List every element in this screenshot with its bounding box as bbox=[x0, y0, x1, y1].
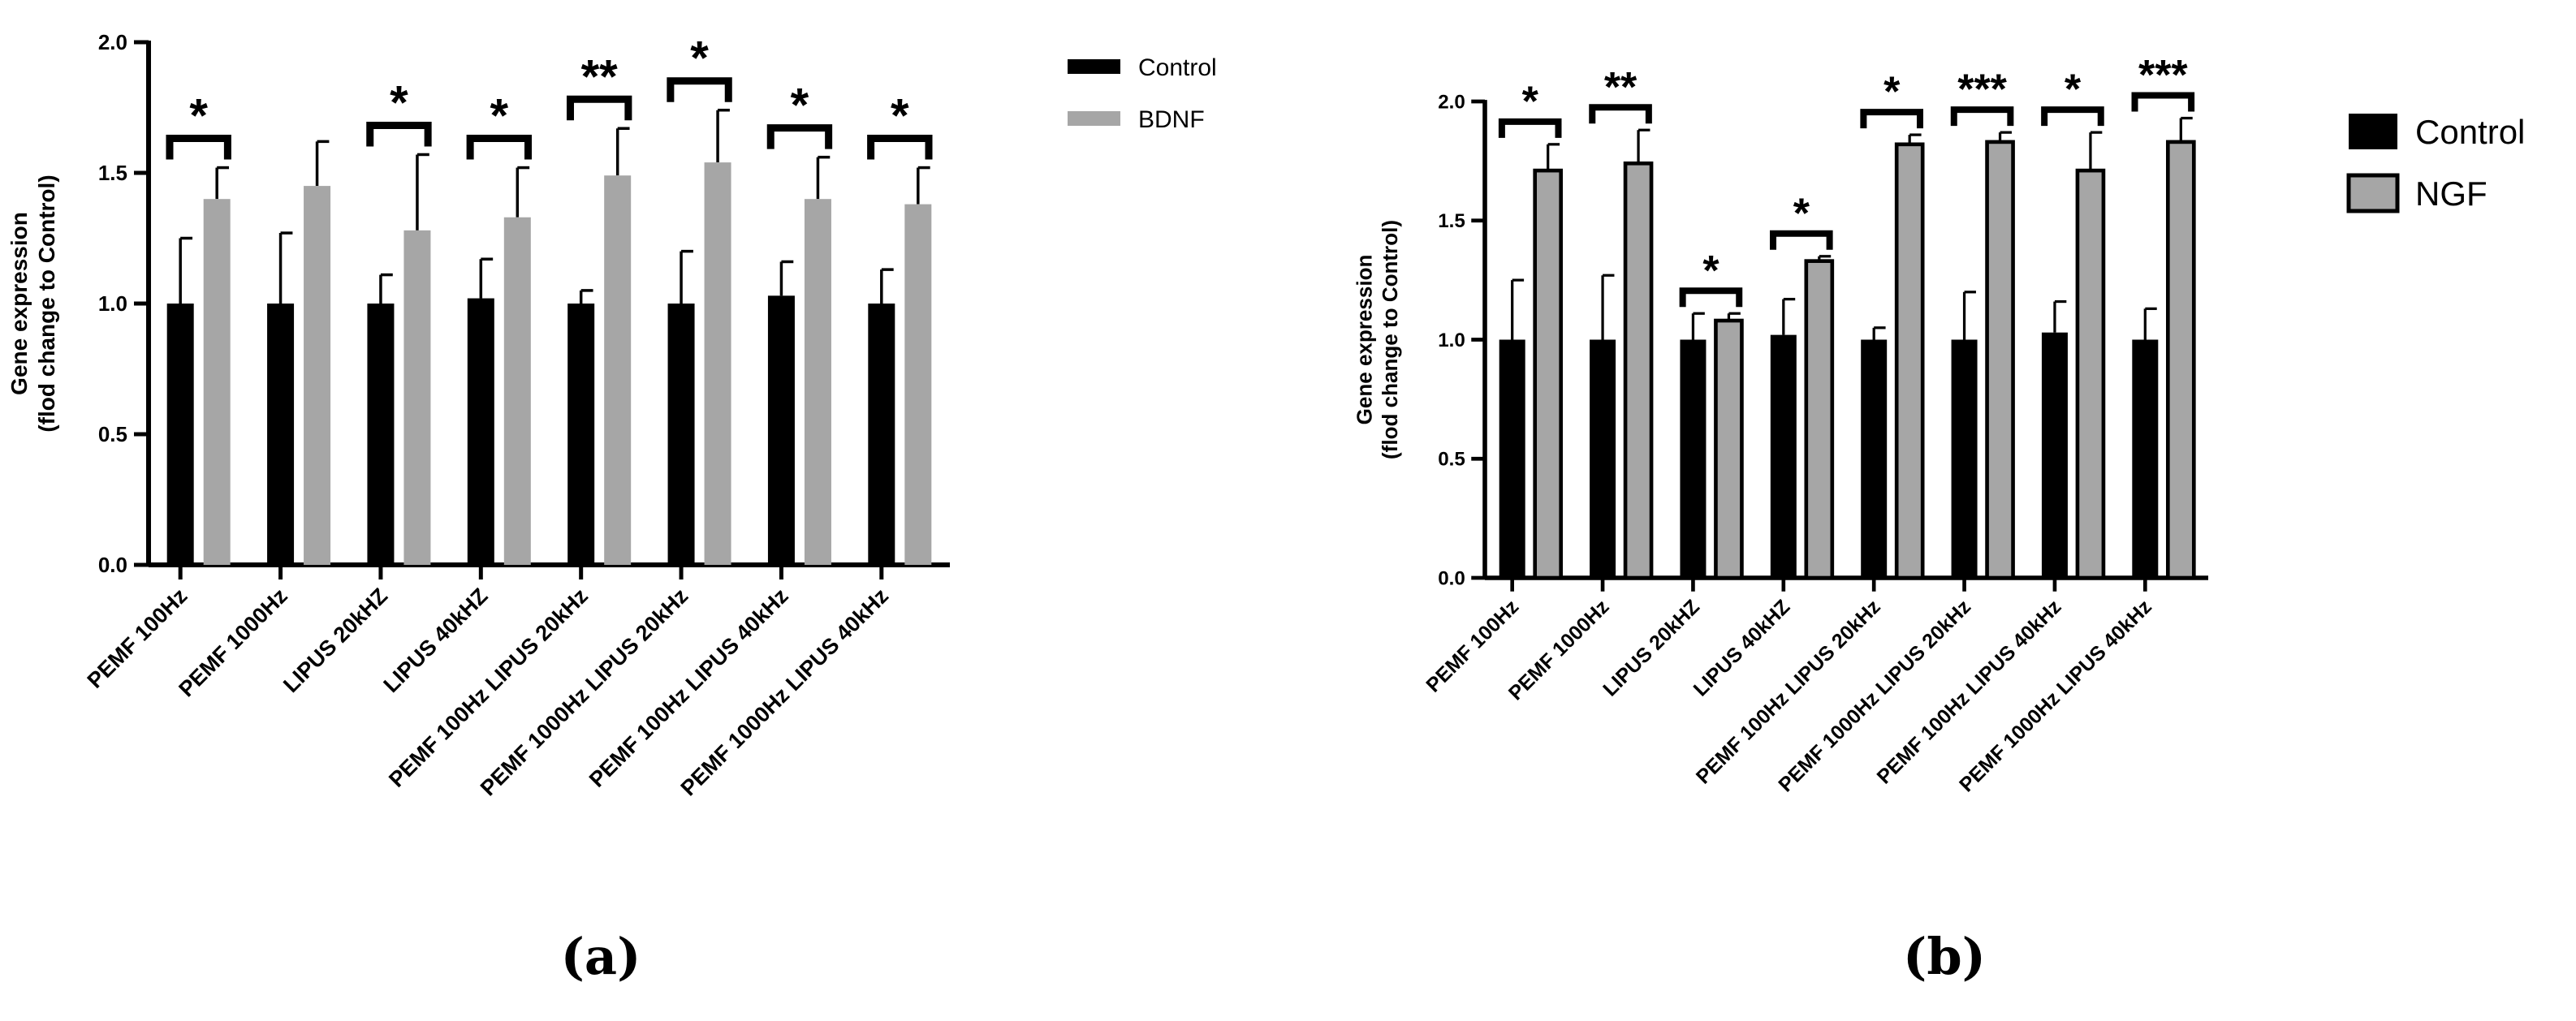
significance-stars: * bbox=[1793, 190, 1810, 237]
significance-bracket bbox=[667, 77, 732, 102]
significance-bracket bbox=[166, 135, 231, 160]
bar-control bbox=[1499, 339, 1525, 578]
significance-bracket bbox=[566, 95, 632, 121]
bar-control bbox=[1590, 339, 1616, 578]
significance-bracket bbox=[2041, 106, 2104, 127]
significance-bracket bbox=[766, 124, 833, 149]
significance-bracket bbox=[1860, 109, 1923, 129]
significance-stars: * bbox=[1522, 78, 1539, 125]
significance-bracket bbox=[466, 135, 533, 160]
significance-bracket bbox=[1679, 287, 1743, 308]
bar-control bbox=[267, 304, 295, 565]
significance-bracket bbox=[1589, 104, 1652, 124]
bar-control bbox=[667, 304, 695, 565]
panel-label: (a) bbox=[561, 927, 641, 986]
significance-bracket bbox=[1770, 230, 1833, 250]
legend-label-bdnf: BDNF bbox=[1138, 106, 1205, 133]
legend-label-control: Control bbox=[2415, 113, 2525, 151]
bar-bdnf bbox=[503, 217, 531, 565]
panel-label: (b) bbox=[1903, 927, 1986, 986]
legend-label-ngf: NGF bbox=[2415, 174, 2488, 213]
bar-ngf bbox=[1714, 318, 1744, 580]
legend-label-control: Control bbox=[1138, 54, 1217, 81]
bar-control bbox=[2132, 339, 2159, 578]
bar-bdnf bbox=[704, 162, 731, 565]
y-axis-label-line: Gene expression bbox=[6, 212, 32, 395]
bar-control bbox=[467, 298, 494, 565]
bar-ngf bbox=[1623, 161, 1654, 580]
bar-control bbox=[1951, 339, 1978, 578]
y-tick-label: 0.0 bbox=[1438, 567, 1465, 589]
bar-ngf bbox=[1894, 142, 1925, 580]
legend-swatch-control bbox=[2349, 114, 2397, 149]
significance-stars: * bbox=[891, 90, 909, 143]
bar-control bbox=[166, 304, 194, 565]
bar-ngf bbox=[1985, 140, 2015, 580]
significance-stars: * bbox=[690, 32, 709, 85]
significance-stars: * bbox=[1883, 69, 1901, 116]
y-axis-label-line: (flod change to Control) bbox=[34, 174, 59, 432]
y-axis-label-line: Gene expression bbox=[1353, 255, 1377, 425]
bar-ngf bbox=[2075, 168, 2106, 580]
bar-bdnf bbox=[304, 186, 331, 565]
y-tick-label: 0.5 bbox=[1438, 449, 1465, 471]
y-axis-label: Gene expression(flod change to Control) bbox=[6, 174, 59, 432]
significance-stars: * bbox=[2065, 67, 2082, 114]
bar-bdnf bbox=[403, 230, 431, 565]
bar-control bbox=[1680, 339, 1707, 578]
significance-stars: *** bbox=[1957, 67, 2007, 114]
significance-stars: ** bbox=[1604, 64, 1638, 111]
bar-bdnf bbox=[203, 199, 231, 565]
significance-stars: * bbox=[791, 80, 809, 132]
bar-control bbox=[1770, 334, 1797, 578]
y-tick-label: 0.5 bbox=[98, 422, 127, 446]
bar-ngf bbox=[1533, 168, 1564, 580]
significance-bracket bbox=[1498, 118, 1562, 138]
bar-bdnf bbox=[804, 199, 831, 565]
bar-control bbox=[767, 295, 795, 565]
legend-swatch-control bbox=[1068, 59, 1120, 74]
significance-stars: * bbox=[189, 90, 208, 143]
bar-ngf bbox=[1804, 259, 1835, 580]
bar-bdnf bbox=[604, 175, 632, 565]
y-tick-label: 1.5 bbox=[1438, 210, 1465, 232]
y-tick-label: 1.0 bbox=[98, 291, 127, 316]
y-axis-label: Gene expression(flod change to Control) bbox=[1353, 220, 1403, 459]
significance-bracket bbox=[2131, 92, 2195, 112]
bar-control bbox=[1861, 339, 1888, 578]
bar-control bbox=[868, 304, 895, 565]
significance-stars: ** bbox=[581, 50, 619, 103]
y-tick-label: 0.0 bbox=[98, 553, 127, 577]
legend-swatch-bdnf bbox=[1068, 111, 1120, 126]
bar-bdnf bbox=[904, 204, 932, 565]
y-tick-label: 1.0 bbox=[1438, 330, 1465, 351]
y-tick-label: 2.0 bbox=[98, 30, 127, 54]
significance-bracket bbox=[1950, 106, 2014, 127]
bar-control bbox=[567, 304, 595, 565]
significance-bracket bbox=[366, 121, 432, 147]
significance-stars: * bbox=[1702, 248, 1719, 295]
significance-stars: * bbox=[390, 76, 408, 129]
significance-stars: * bbox=[490, 90, 509, 143]
bar-control bbox=[2041, 332, 2068, 578]
bar-control bbox=[367, 304, 395, 565]
significance-stars: *** bbox=[2138, 52, 2188, 99]
y-axis-label-line: (flod change to Control) bbox=[1378, 220, 1402, 459]
significance-bracket bbox=[867, 135, 933, 160]
y-tick-label: 2.0 bbox=[1438, 91, 1465, 113]
bar-ngf bbox=[2165, 140, 2196, 580]
legend-swatch-ngf bbox=[2346, 173, 2400, 213]
y-tick-label: 1.5 bbox=[98, 161, 127, 185]
